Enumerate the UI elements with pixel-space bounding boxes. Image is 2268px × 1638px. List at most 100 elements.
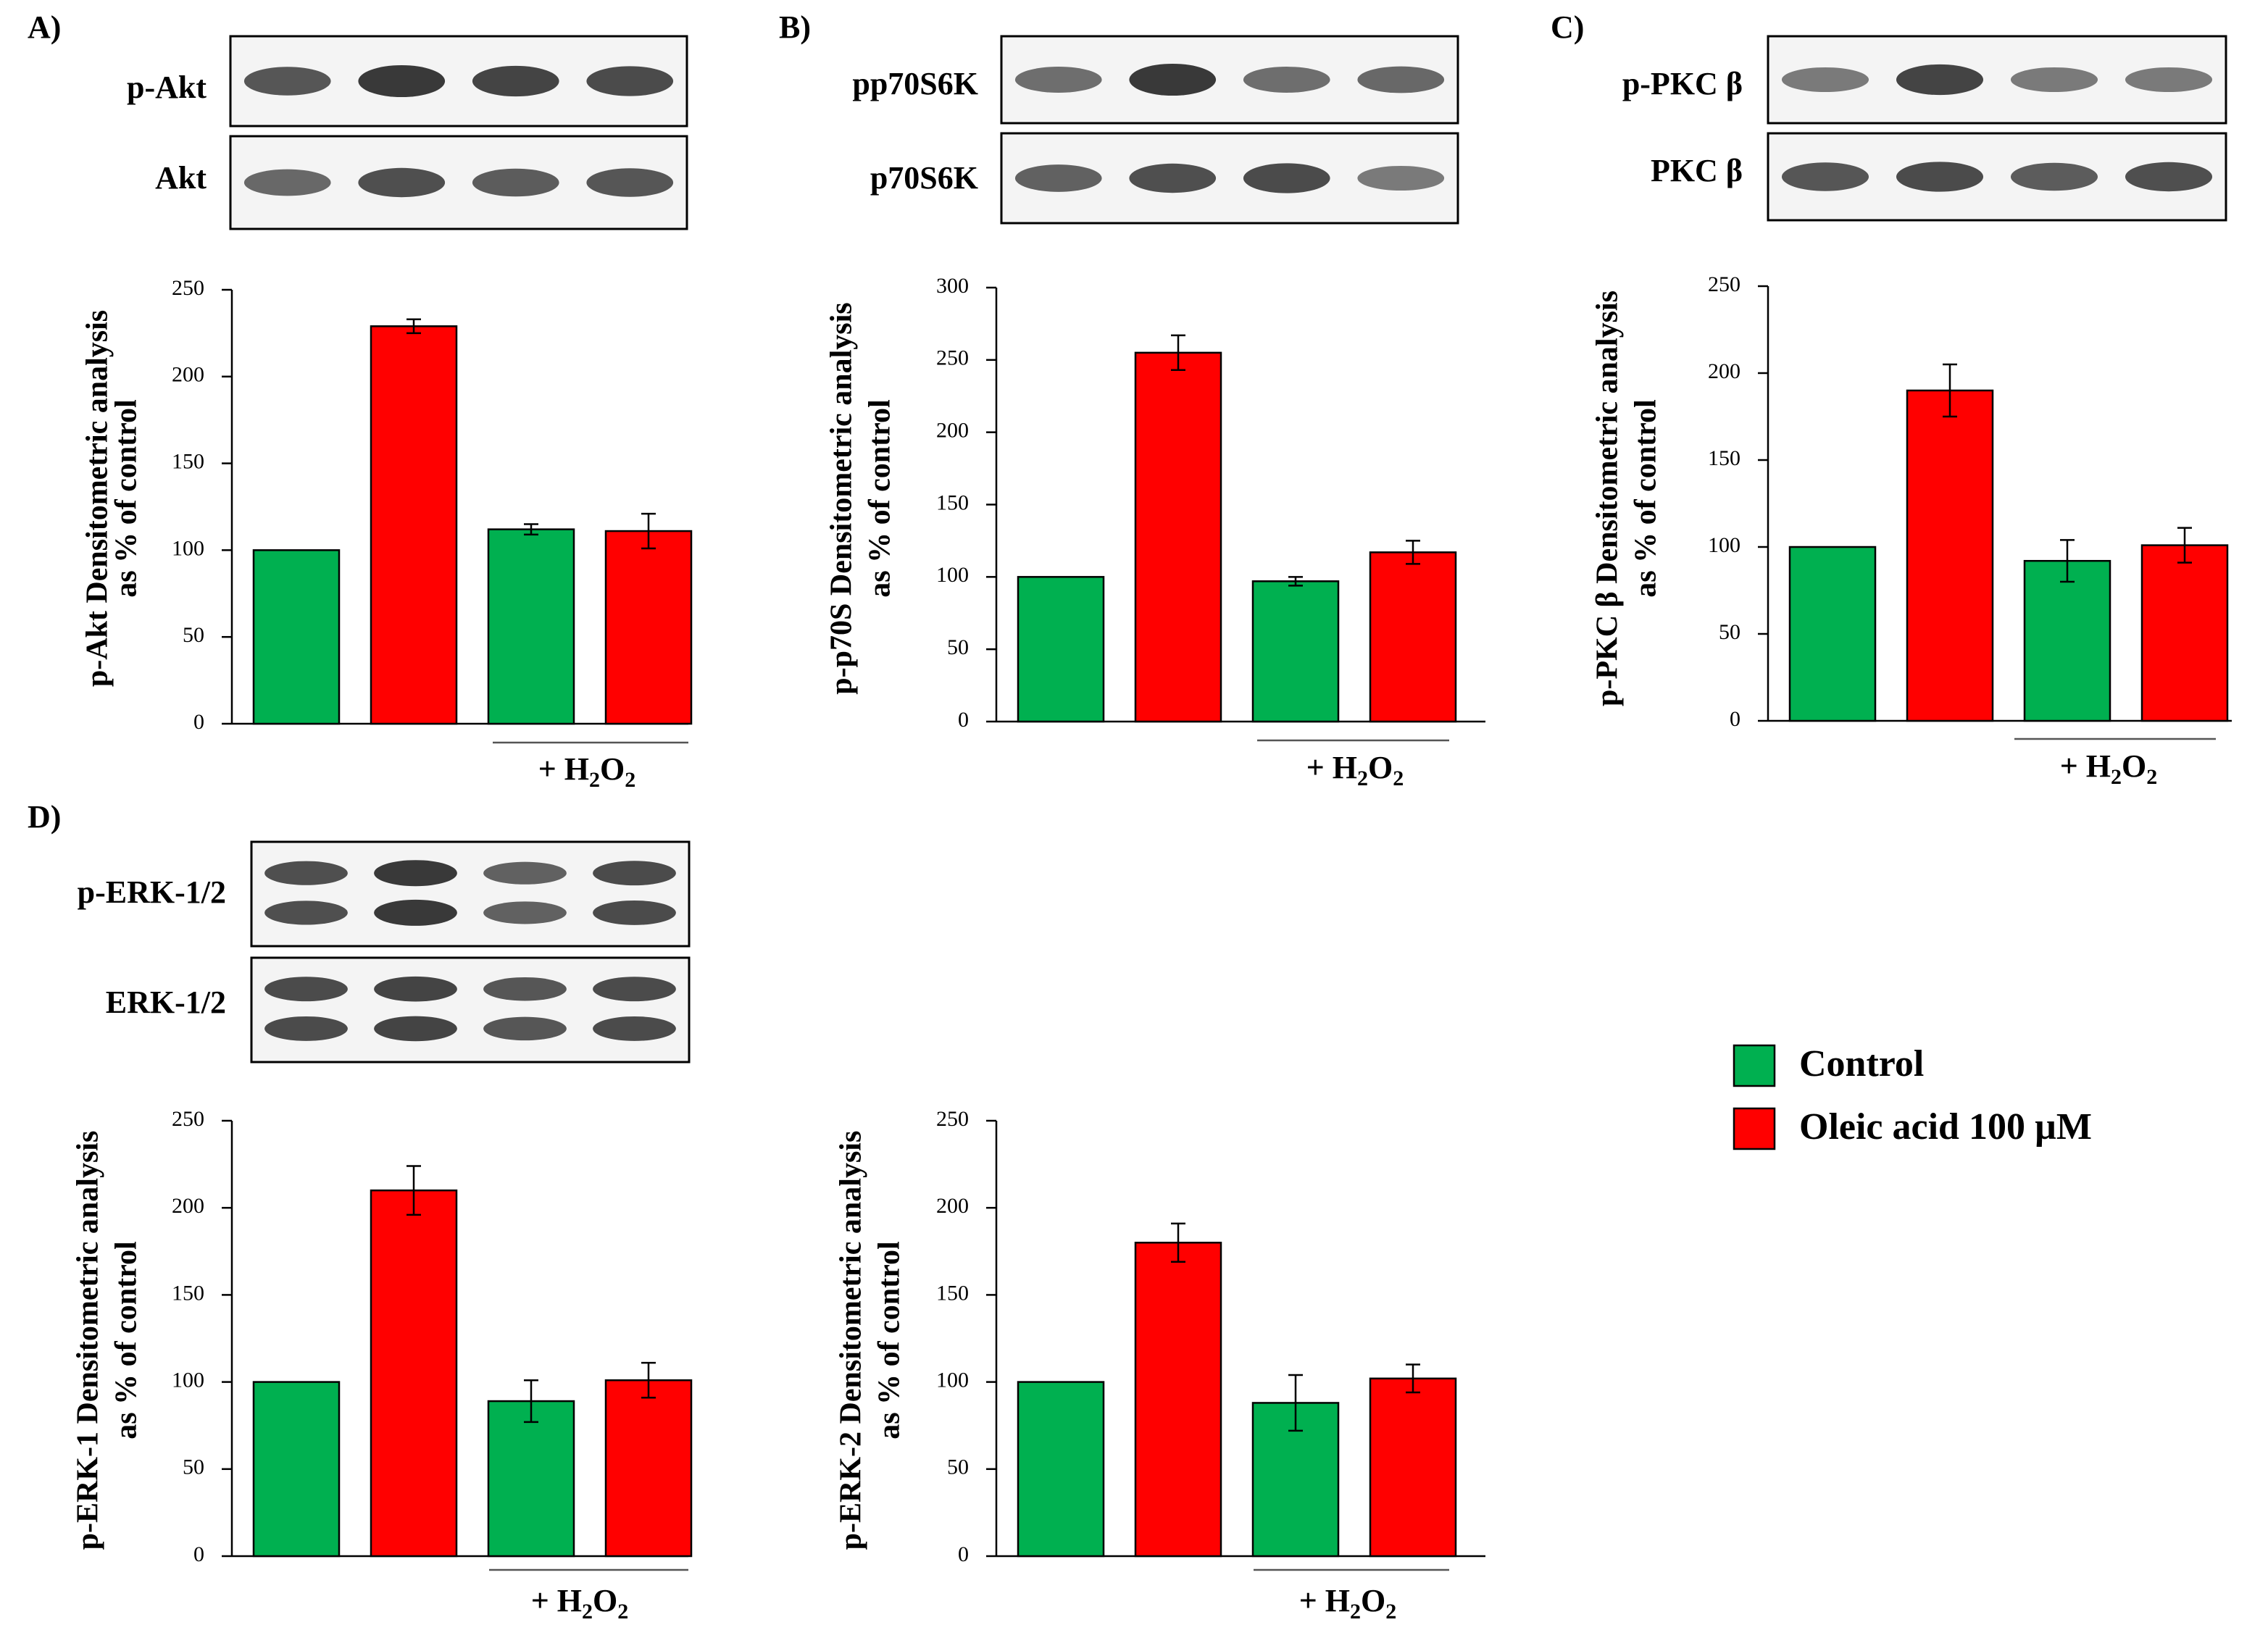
y-axis-label: p-ERK-2 Densitometric analysis as % of co… — [835, 1131, 906, 1550]
y-axis-label: p-p70S Densitometric analysis as % of con… — [825, 302, 897, 694]
error-bar — [2177, 527, 2192, 564]
blot-band — [1129, 163, 1217, 193]
blot-band — [1243, 163, 1330, 193]
y-tick-label: 250 — [936, 1107, 969, 1131]
bar — [1017, 576, 1105, 723]
y-tick-label: 250 — [936, 346, 969, 370]
y-tick-label: 50 — [1719, 620, 1740, 644]
y-tick-label: 150 — [172, 1281, 204, 1305]
blot-label: Akt — [155, 160, 207, 196]
bar — [1251, 580, 1340, 723]
chart-panel-2: B) pp70S6K p70S6K 0 50 100 150 200 250 300 p-p70S … — [779, 9, 1485, 790]
y-axis-label-line2: as % of control — [110, 399, 143, 597]
error-bar — [1288, 1374, 1303, 1432]
blot-band — [1014, 164, 1102, 192]
blot-band — [1896, 162, 1984, 192]
h2o-label: + H2O2 — [2060, 748, 2158, 789]
y-tick-label: 200 — [1708, 359, 1740, 383]
blot-band — [1357, 66, 1445, 93]
legend-swatch — [1733, 1107, 1776, 1150]
error-bar — [407, 318, 421, 335]
bar — [1906, 389, 1994, 722]
blot-band — [374, 899, 457, 926]
panel-label: D) — [28, 799, 61, 835]
y-axis-label-line2: as % of control — [1630, 399, 1663, 597]
bar — [1134, 1242, 1222, 1558]
h2o-label: + H2O2 — [1306, 750, 1404, 790]
bar — [604, 1379, 693, 1558]
chart-panel-1: A) p-Akt Akt 0 50 100 150 200 250 p-Akt Densitome… — [28, 9, 693, 792]
chart-panel-3: C) p-PKC β PKC β 0 50 100 150 200 250 p-PKC β Den… — [1551, 9, 2232, 789]
error-bar — [2060, 539, 2075, 583]
y-tick-label: 100 — [172, 1368, 204, 1392]
error-bar — [1171, 1222, 1185, 1263]
y-tick-label: 150 — [936, 490, 969, 514]
blot-band — [1896, 64, 1984, 96]
y-tick-label: 100 — [172, 536, 204, 560]
blot-band — [1781, 162, 1869, 191]
blot-band — [483, 977, 567, 1001]
blot-band — [593, 861, 676, 886]
y-tick-label: 250 — [1708, 272, 1740, 296]
blot-band — [1781, 67, 1869, 93]
y-tick-label: 0 — [1730, 707, 1740, 731]
y-tick-label: 250 — [172, 276, 204, 300]
y-tick-label: 200 — [172, 363, 204, 387]
blot-band — [593, 1016, 676, 1041]
blot-label: PKC β — [1651, 153, 1743, 188]
blot-band — [374, 860, 457, 887]
error-bar — [641, 1361, 656, 1399]
error-bar — [407, 1165, 421, 1216]
y-tick-label: 150 — [172, 449, 204, 473]
y-tick-label: 0 — [193, 710, 204, 734]
panel-label: C) — [1551, 9, 1584, 45]
y-axis-label-line1: p-p70S Densitometric analysis — [825, 302, 859, 694]
western-blot-2: PKC β — [1651, 132, 2227, 222]
blot-band — [586, 66, 674, 96]
blot-band — [2125, 67, 2213, 93]
blot-label: pp70S6K — [852, 66, 978, 101]
blot-frame — [250, 956, 691, 1064]
y-tick-label: 150 — [936, 1281, 969, 1305]
error-bar — [1406, 540, 1420, 565]
y-axis-label: p-PKC β Densitometric analysis as % of co… — [1591, 291, 1663, 706]
legend: Control Oleic acid 100 µM — [1733, 1043, 2092, 1150]
blot-band — [1014, 67, 1102, 93]
chart-panel-4: D) p-ERK-1/2 ERK-1/2 0 50 100 150 200 250 p-ERK-1… — [28, 799, 693, 1624]
legend-label: Control — [1799, 1043, 1924, 1085]
y-tick-label: 150 — [1708, 446, 1740, 470]
blot-band — [483, 901, 567, 924]
blot-band — [264, 861, 348, 885]
y-tick-label: 50 — [947, 1455, 969, 1479]
blot-band — [1357, 165, 1445, 191]
chart-panel-5: 0 50 100 150 200 250 p-ERK-2 Densitometric ana… — [835, 1107, 1485, 1624]
blot-band — [2125, 162, 2213, 192]
blot-band — [358, 167, 446, 198]
blot-label: p-PKC β — [1622, 66, 1743, 101]
y-tick-label: 50 — [183, 623, 204, 647]
legend-item: Oleic acid 100 µM — [1733, 1106, 2092, 1150]
western-blot-1: pp70S6K — [852, 35, 1459, 125]
panel-label: B) — [779, 9, 811, 45]
y-axis-label: p-ERK-1 Densitometric analysis as % of co… — [72, 1131, 143, 1550]
blot-band — [264, 901, 348, 925]
bar — [1369, 551, 1457, 723]
blot-band — [1243, 67, 1330, 93]
panel-label: A) — [28, 9, 61, 45]
error-bar — [1406, 1363, 1420, 1394]
bar — [604, 530, 693, 725]
y-axis-label-line2: as % of control — [864, 399, 897, 597]
legend-item: Control — [1733, 1043, 1924, 1087]
error-bar — [1288, 576, 1303, 587]
blot-band — [2010, 162, 2098, 191]
blot-band — [483, 861, 567, 885]
error-bar — [524, 523, 538, 536]
y-tick-label: 0 — [193, 1542, 204, 1566]
blot-label: p70S6K — [870, 160, 978, 196]
y-axis-label-line2: as % of control — [110, 1241, 143, 1439]
y-tick-label: 200 — [936, 419, 969, 443]
bar — [2140, 544, 2229, 722]
y-tick-label: 50 — [183, 1455, 204, 1479]
